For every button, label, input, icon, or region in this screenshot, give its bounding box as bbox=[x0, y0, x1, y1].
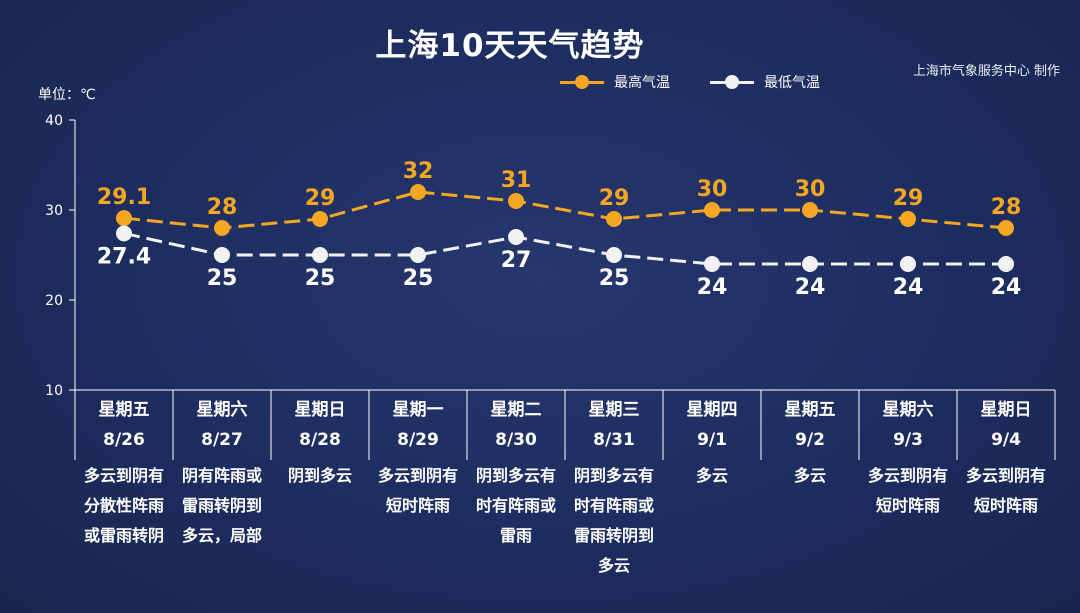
data-point bbox=[606, 211, 622, 227]
chart-title: 上海10天天气趋势 bbox=[375, 28, 645, 64]
data-point bbox=[900, 211, 916, 227]
day-date: 9/1 bbox=[697, 430, 727, 450]
day-column: 星期一 8/29 多云到阴有短时阵雨 bbox=[369, 395, 467, 521]
data-point bbox=[508, 229, 524, 245]
data-point bbox=[312, 211, 328, 227]
day-column: 星期六 8/27 阴有阵雨或雷雨转阴到多云，局部 bbox=[173, 395, 271, 551]
data-label: 29 bbox=[599, 186, 630, 211]
day-date: 8/27 bbox=[201, 430, 243, 450]
day-column: 星期五 9/2 多云 bbox=[761, 395, 859, 491]
y-tick-label: 20 bbox=[45, 293, 63, 309]
data-point bbox=[116, 210, 132, 227]
day-weather: 多云 bbox=[793, 466, 826, 485]
data-label: 27 bbox=[501, 248, 532, 273]
data-point bbox=[312, 247, 328, 263]
day-weekday: 星期六 bbox=[882, 400, 934, 420]
data-label: 29.1 bbox=[97, 185, 151, 210]
legend-label-high: 最高气温 bbox=[614, 75, 670, 91]
data-point bbox=[704, 256, 720, 272]
day-column: 星期日 8/28 阴到多云 bbox=[271, 395, 369, 491]
y-tick-label: 30 bbox=[45, 203, 63, 219]
day-date: 8/31 bbox=[593, 430, 635, 450]
data-label: 30 bbox=[697, 177, 728, 202]
data-label: 29 bbox=[305, 186, 336, 211]
day-weekday: 星期六 bbox=[196, 400, 248, 420]
day-weather: 多云到阴有分散性阵雨或雷雨转阴 bbox=[83, 466, 164, 545]
day-date: 8/28 bbox=[299, 430, 341, 450]
data-point bbox=[606, 247, 622, 263]
series-line bbox=[123, 190, 1007, 230]
day-column: 星期五 8/26 多云到阴有分散性阵雨或雷雨转阴 bbox=[75, 395, 173, 551]
day-column: 星期六 9/3 多云到阴有短时阵雨 bbox=[859, 395, 957, 521]
day-weather: 多云到阴有短时阵雨 bbox=[377, 466, 458, 515]
data-point bbox=[508, 193, 524, 209]
credit-text: 上海市气象服务中心 制作 bbox=[912, 64, 1060, 79]
day-date: 8/26 bbox=[103, 430, 145, 450]
day-date: 9/4 bbox=[991, 430, 1021, 450]
data-label: 25 bbox=[207, 266, 238, 291]
data-label: 24 bbox=[795, 275, 826, 300]
unit-label: 单位：℃ bbox=[38, 87, 96, 103]
data-point bbox=[802, 256, 818, 272]
day-weekday: 星期日 bbox=[980, 400, 1032, 420]
day-weather: 多云到阴有短时阵雨 bbox=[867, 466, 948, 515]
data-label: 24 bbox=[893, 275, 924, 300]
day-column: 星期四 9/1 多云 bbox=[663, 395, 761, 491]
data-label: 31 bbox=[501, 168, 532, 193]
day-column: 星期三 8/31 阴到多云有时有阵雨或雷雨转阴到多云 bbox=[565, 395, 663, 581]
y-tick-label: 40 bbox=[45, 113, 63, 129]
day-weekday: 星期二 bbox=[490, 400, 542, 420]
series-line bbox=[123, 231, 1006, 266]
day-column: 星期日 9/4 多云到阴有短时阵雨 bbox=[957, 395, 1055, 521]
day-weekday: 星期三 bbox=[588, 400, 640, 420]
data-label: 29 bbox=[893, 186, 924, 211]
day-weather: 多云到阴有短时阵雨 bbox=[965, 466, 1046, 515]
data-point bbox=[214, 247, 230, 263]
data-label: 30 bbox=[795, 177, 826, 202]
day-column: 星期二 8/30 阴到多云有时有阵雨或雷雨 bbox=[467, 395, 565, 551]
data-point bbox=[704, 202, 720, 218]
day-weather: 阴到多云 bbox=[287, 466, 352, 485]
data-point bbox=[214, 220, 230, 236]
day-weekday: 星期四 bbox=[686, 400, 738, 420]
day-weather: 阴到多云有时有阵雨或雷雨转阴到多云 bbox=[573, 466, 654, 575]
data-point bbox=[410, 247, 426, 263]
day-date: 8/30 bbox=[495, 430, 537, 450]
data-label: 25 bbox=[403, 266, 434, 291]
data-point bbox=[998, 220, 1014, 236]
day-weather: 阴有阵雨或雷雨转阴到多云，局部 bbox=[181, 466, 262, 545]
day-date: 9/2 bbox=[795, 430, 825, 450]
data-label: 24 bbox=[991, 275, 1022, 300]
data-point bbox=[116, 225, 132, 242]
data-point bbox=[998, 256, 1014, 272]
data-label: 25 bbox=[599, 266, 630, 291]
y-tick-label: 10 bbox=[45, 383, 63, 399]
day-weather: 阴到多云有时有阵雨或雷雨 bbox=[475, 466, 556, 545]
data-label: 24 bbox=[697, 275, 728, 300]
day-weekday: 星期五 bbox=[784, 400, 836, 420]
legend-item-low: 最低气温 bbox=[710, 72, 820, 92]
legend-key-high bbox=[560, 75, 604, 89]
day-weekday: 星期日 bbox=[294, 400, 346, 420]
legend-item-high: 最高气温 bbox=[560, 72, 670, 92]
day-weather: 多云 bbox=[695, 466, 728, 485]
day-date: 8/29 bbox=[397, 430, 439, 450]
data-point bbox=[802, 202, 818, 218]
data-label: 27.4 bbox=[97, 244, 151, 269]
day-date: 9/3 bbox=[893, 430, 923, 450]
data-label: 25 bbox=[305, 266, 336, 291]
legend-key-low bbox=[710, 75, 754, 89]
data-label: 28 bbox=[991, 195, 1022, 220]
data-point bbox=[900, 256, 916, 272]
data-point bbox=[410, 184, 426, 200]
day-weekday: 星期五 bbox=[98, 400, 150, 420]
legend-label-low: 最低气温 bbox=[764, 75, 820, 91]
data-label: 32 bbox=[403, 159, 434, 184]
day-weekday: 星期一 bbox=[392, 400, 444, 420]
data-label: 28 bbox=[207, 195, 238, 220]
